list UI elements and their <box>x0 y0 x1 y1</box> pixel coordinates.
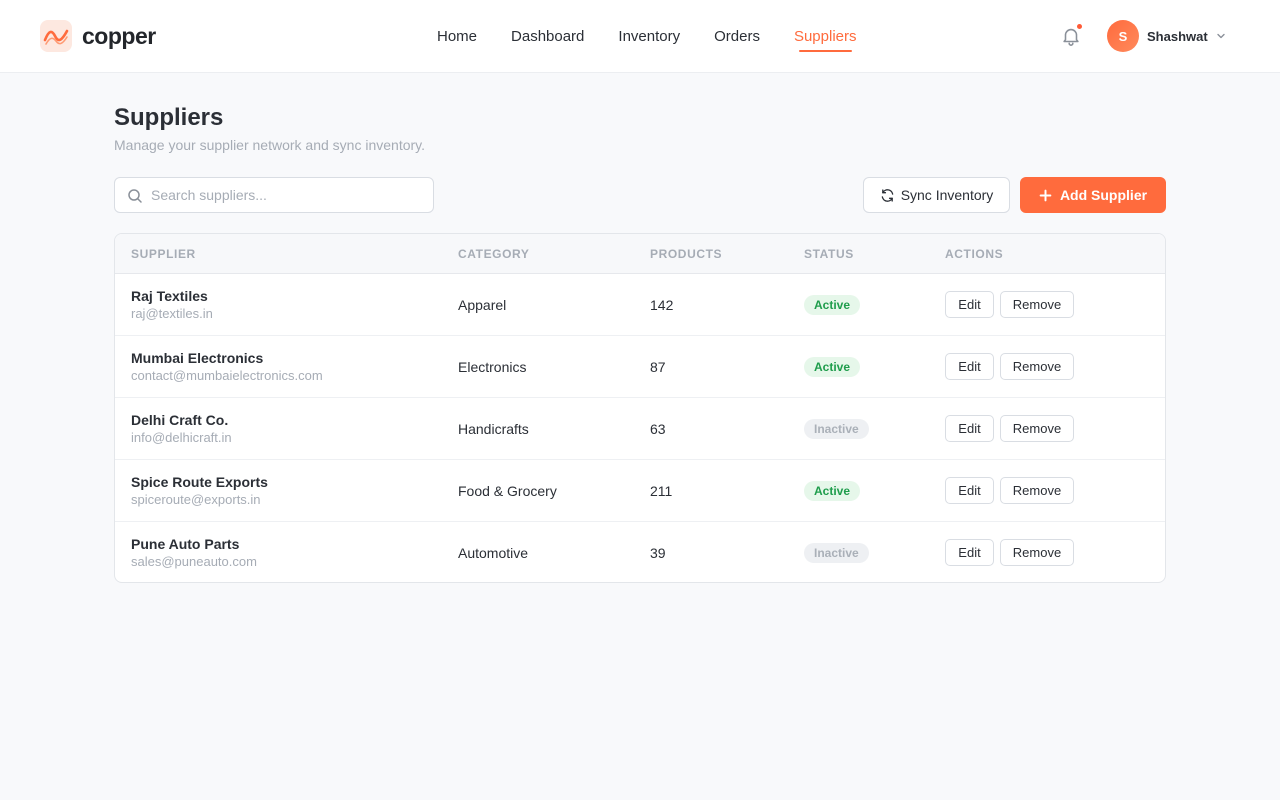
supplier-email: raj@textiles.in <box>131 306 213 321</box>
supplier-email: sales@puneauto.com <box>131 554 257 569</box>
edit-button[interactable]: Edit <box>945 415 994 442</box>
nav-item-dashboard[interactable]: Dashboard <box>511 27 585 45</box>
supplier-category: Electronics <box>458 359 527 375</box>
column-header-products: Products <box>650 247 723 261</box>
suppliers-table: Supplier Category Products Status Action… <box>114 233 1166 583</box>
bell-icon <box>1063 28 1079 46</box>
supplier-product-count: 39 <box>650 545 666 561</box>
supplier-email: spiceroute@exports.in <box>131 492 261 507</box>
notifications-button[interactable] <box>1060 24 1082 47</box>
plus-icon <box>1039 189 1052 201</box>
copper-logo-icon <box>40 20 72 52</box>
notification-dot <box>1077 24 1082 29</box>
supplier-category: Automotive <box>458 545 529 561</box>
sync-inventory-label: Sync Inventory <box>900 187 994 203</box>
column-header-category: Category <box>458 247 530 261</box>
page-title: Suppliers <box>114 104 224 131</box>
supplier-name: Raj Textiles <box>131 288 208 304</box>
column-header-status: Status <box>804 247 854 261</box>
avatar: S <box>1107 20 1139 52</box>
page-subtitle: Manage your supplier network and sync in… <box>114 137 426 153</box>
chevron-down-icon <box>1216 33 1225 39</box>
status-badge: Active <box>804 357 861 377</box>
supplier-product-count: 211 <box>650 483 673 499</box>
remove-button[interactable]: Remove <box>1000 291 1074 318</box>
table-row: Delhi Craft Co. info@delhicraft.in Handi… <box>115 398 1165 460</box>
status-badge: Active <box>804 481 861 501</box>
nav-item-inventory[interactable]: Inventory <box>618 27 681 45</box>
supplier-category: Food & Grocery <box>458 483 557 499</box>
supplier-name: Spice Route Exports <box>131 474 268 490</box>
status-badge: Inactive <box>804 419 869 439</box>
add-supplier-label: Add Supplier <box>1059 187 1148 203</box>
supplier-product-count: 87 <box>650 359 666 375</box>
table-row: Mumbai Electronics contact@mumbaielectro… <box>115 336 1165 398</box>
remove-button[interactable]: Remove <box>1000 353 1074 380</box>
table-row: Pune Auto Parts sales@puneauto.com Autom… <box>115 522 1165 582</box>
nav-item-orders[interactable]: Orders <box>714 27 760 45</box>
column-header-actions: Actions <box>945 247 1004 261</box>
search-input[interactable] <box>151 178 427 212</box>
brand-name: copper <box>82 22 156 49</box>
top-navbar: copper Home Dashboard Inventory Orders S… <box>0 0 1280 73</box>
supplier-product-count: 63 <box>650 421 666 437</box>
status-badge: Inactive <box>804 543 869 563</box>
column-header-supplier: Supplier <box>131 247 196 261</box>
supplier-category: Handicrafts <box>458 421 529 437</box>
table-row: Spice Route Exports spiceroute@exports.i… <box>115 460 1165 522</box>
search-box[interactable] <box>114 177 434 213</box>
edit-button[interactable]: Edit <box>945 477 994 504</box>
sync-inventory-button[interactable]: Sync Inventory <box>863 177 1010 213</box>
table-header: Supplier Category Products Status Action… <box>115 234 1165 274</box>
supplier-product-count: 142 <box>650 297 674 313</box>
edit-button[interactable]: Edit <box>945 353 994 380</box>
refresh-icon <box>881 188 893 202</box>
remove-button[interactable]: Remove <box>1000 477 1074 504</box>
supplier-name: Mumbai Electronics <box>131 350 264 366</box>
nav-item-home[interactable]: Home <box>437 27 478 45</box>
supplier-category: Apparel <box>458 297 507 313</box>
edit-button[interactable]: Edit <box>945 291 994 318</box>
user-name: Shashwat <box>1147 28 1208 44</box>
main-nav: Home Dashboard Inventory Orders Supplier… <box>420 0 874 72</box>
supplier-name: Pune Auto Parts <box>131 536 240 552</box>
nav-item-suppliers[interactable]: Suppliers <box>793 27 857 52</box>
add-supplier-button[interactable]: Add Supplier <box>1020 177 1166 213</box>
remove-button[interactable]: Remove <box>1000 539 1074 566</box>
edit-button[interactable]: Edit <box>945 539 994 566</box>
user-menu[interactable]: S Shashwat <box>1107 20 1226 52</box>
supplier-name: Delhi Craft Co. <box>131 412 229 428</box>
supplier-email: contact@mumbaielectronics.com <box>131 368 323 383</box>
search-icon <box>128 189 142 203</box>
status-badge: Active <box>804 295 861 315</box>
table-row: Raj Textiles raj@textiles.in Apparel 142… <box>115 274 1165 336</box>
remove-button[interactable]: Remove <box>1000 415 1074 442</box>
brand[interactable]: copper <box>40 20 156 52</box>
supplier-email: info@delhicraft.in <box>131 430 232 445</box>
